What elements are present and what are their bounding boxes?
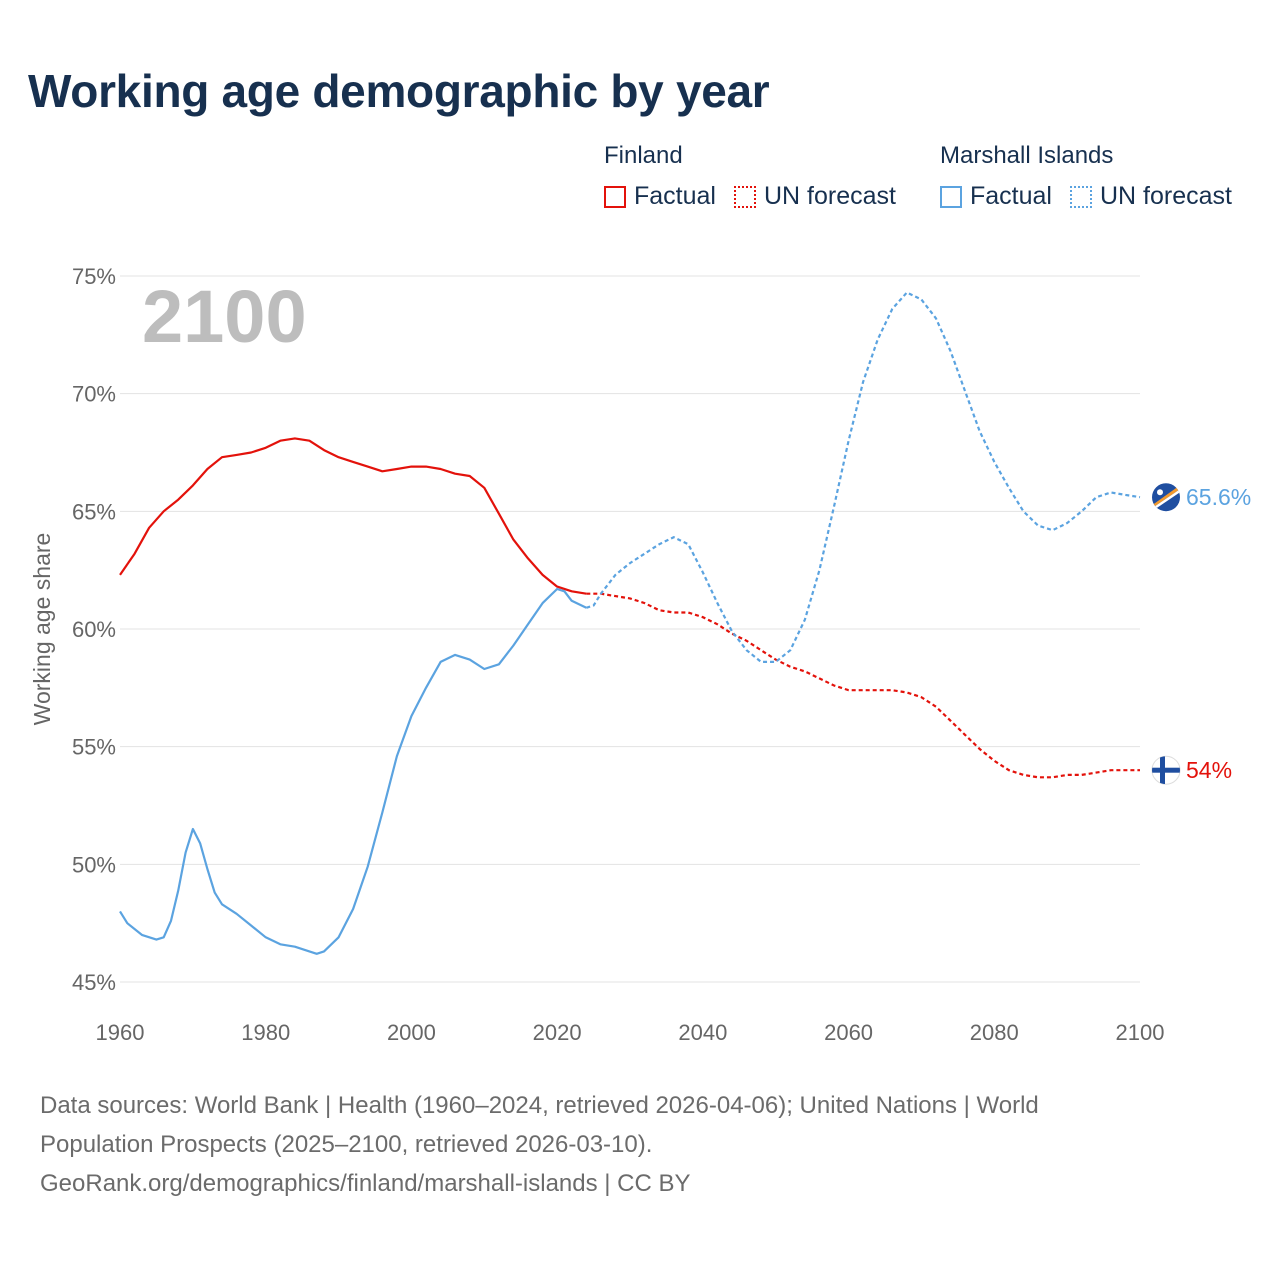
line-chart: 45% 50% 55% 60% 65% 70% 75% 1960 1980 2000 2020 204… <box>29 264 1251 1045</box>
x-tick-label: 2100 <box>1116 1020 1165 1045</box>
series-line-forecast-0 <box>586 592 1140 779</box>
legend-item-finland-factual[interactable]: Factual <box>604 182 716 211</box>
legend-group-finland: Finland Factual UN forecast <box>604 142 914 211</box>
y-tick-label: 75% <box>72 264 116 289</box>
legend-label: UN forecast <box>1099 182 1232 210</box>
legend-label: Factual <box>634 182 716 210</box>
x-tick-label: 2080 <box>970 1020 1019 1045</box>
series-end-label-1: 65.6% <box>1186 484 1251 510</box>
legend-group-name: Marshall Islands <box>940 142 1114 169</box>
x-tick-label: 2020 <box>533 1020 582 1045</box>
footer-line-1: Data sources: World Bank | Health (1960–… <box>40 1092 1039 1119</box>
x-tick-label: 1960 <box>96 1020 145 1045</box>
legend-swatch-solid <box>940 185 962 208</box>
legend-swatch-dotted <box>1069 185 1092 208</box>
legend-swatch-dotted <box>733 185 756 208</box>
series-line-forecast-1 <box>585 291 1141 663</box>
legend-swatch-solid <box>604 185 626 208</box>
legend-group-name: Finland <box>604 142 683 169</box>
legend-label: UN forecast <box>763 182 896 210</box>
current-year-label: 2100 <box>142 275 307 358</box>
x-tick-label: 2040 <box>678 1020 727 1045</box>
series-line-factual-1 <box>119 587 587 955</box>
x-tick-label: 1980 <box>241 1020 290 1045</box>
finland-flag-icon <box>1151 755 1181 785</box>
x-tick-label: 2000 <box>387 1020 436 1045</box>
footer-line-3[interactable]: GeoRank.org/demographics/finland/marshal… <box>40 1170 691 1197</box>
y-tick-label: 60% <box>72 617 116 642</box>
y-tick-label: 65% <box>72 499 116 524</box>
chart-title: Working age demographic by year <box>28 65 770 117</box>
legend-item-marshall-factual[interactable]: Factual <box>940 182 1052 211</box>
legend-label: Factual <box>970 182 1052 210</box>
y-tick-label: 50% <box>72 852 116 877</box>
x-tick-label: 2060 <box>824 1020 873 1045</box>
series-end-label-0: 54% <box>1186 757 1232 783</box>
legend-item-finland-forecast[interactable]: UN forecast <box>733 182 896 211</box>
y-tick-label: 55% <box>72 735 116 760</box>
legend-group-marshall-islands: Marshall Islands Factual UN forecast <box>940 142 1250 211</box>
y-axis-label: Working age share <box>29 533 55 726</box>
footer-sources: Data sources: World Bank | Health (1960–… <box>40 1086 1220 1203</box>
y-tick-label: 45% <box>72 970 116 995</box>
footer-line-2: Population Prospects (2025–2100, retriev… <box>40 1131 653 1158</box>
series-line-factual-0 <box>119 437 587 595</box>
legend-item-marshall-forecast[interactable]: UN forecast <box>1069 182 1232 211</box>
marshall-islands-flag-icon <box>1152 483 1180 512</box>
y-tick-label: 70% <box>72 382 116 407</box>
